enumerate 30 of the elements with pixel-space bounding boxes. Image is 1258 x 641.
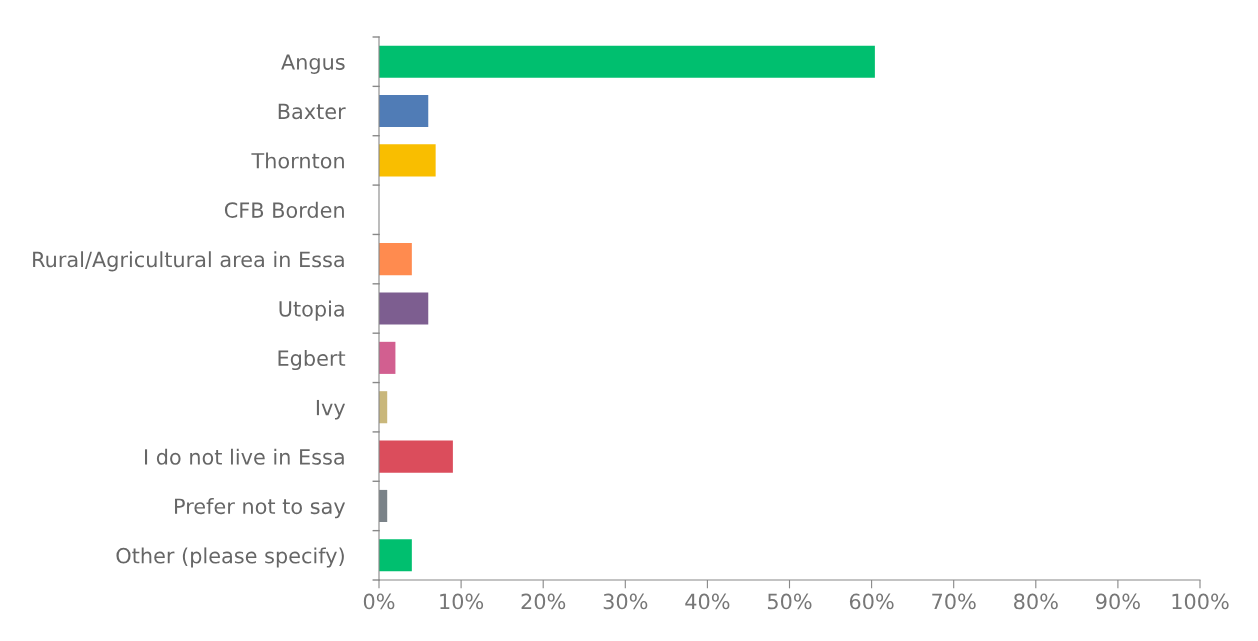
y-tick-label: CFB Borden — [224, 201, 344, 218]
y-tick-label: Other (please specify) — [116, 547, 344, 568]
bar — [379, 144, 436, 177]
y-tick-label: Thornton — [251, 152, 344, 169]
bar — [379, 440, 453, 473]
y-tick-label: Ivy — [316, 399, 346, 420]
y-tick-label: Prefer not to say — [175, 498, 346, 519]
x-tick-label: 30% — [603, 593, 648, 610]
y-tick-label: Angus — [281, 54, 345, 74]
y-tick-label: Rural/Agricultural area in Essa — [33, 251, 344, 272]
bar — [379, 243, 412, 276]
y-tick-label: Utopia — [279, 300, 344, 321]
bar — [379, 292, 429, 325]
x-tick-label: 80% — [1014, 593, 1058, 610]
x-tick-label: 70% — [932, 593, 976, 610]
y-tick-label: I do not live in Essa — [145, 448, 344, 465]
bar — [379, 539, 412, 572]
x-tick-label: 100% — [1172, 593, 1229, 610]
bar — [379, 95, 429, 128]
x-tick-label: 0% — [363, 593, 395, 610]
x-tick-label: 90% — [1096, 593, 1140, 610]
x-tick-label: 50% — [767, 593, 812, 610]
bar — [379, 45, 875, 78]
x-tick-label: 40% — [685, 593, 730, 610]
y-tick-label: Baxter — [278, 103, 346, 120]
y-tick-label: Egbert — [278, 349, 346, 371]
x-tick-label: 20% — [521, 593, 566, 610]
x-tick-label: 10% — [440, 593, 484, 610]
bar — [379, 341, 396, 374]
x-tick-label: 60% — [849, 593, 894, 610]
